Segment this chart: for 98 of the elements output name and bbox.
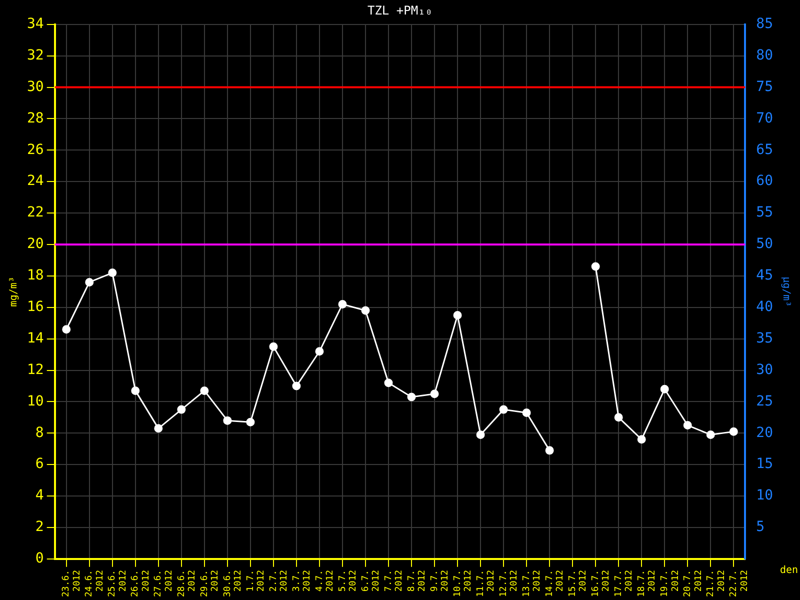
x-tick-label: 5.7. 2012 bbox=[338, 570, 359, 592]
x-tick-label: 7.7. 2012 bbox=[384, 570, 405, 592]
x-tick-label: 14.7. 2012 bbox=[544, 570, 566, 597]
y2-tick-label: 5 bbox=[756, 519, 765, 536]
point bbox=[384, 378, 393, 388]
y2-tick-label: 50 bbox=[756, 236, 773, 252]
x-tick-label: 9.7. 2012 bbox=[430, 570, 451, 592]
y-tick-label: 20 bbox=[27, 236, 44, 252]
y2-tick-label: 65 bbox=[756, 142, 773, 158]
y2-tick-label: 35 bbox=[756, 330, 773, 346]
y2-tick-label: 40 bbox=[756, 299, 773, 316]
x-tick-label: 12.7. 2012 bbox=[498, 570, 520, 597]
x-tick-label: 8.7. 2012 bbox=[406, 570, 428, 592]
y-tick-label: 2 bbox=[35, 519, 44, 536]
point bbox=[591, 262, 600, 271]
x-tick-label: 26.6. 2012 bbox=[130, 570, 152, 597]
y2-tick-label: 55 bbox=[756, 204, 773, 221]
y2-tick-label: 70 bbox=[756, 110, 773, 126]
point bbox=[430, 390, 439, 398]
x-tick-label: 19.7. 2012 bbox=[660, 570, 681, 597]
y2-tick-label: 75 bbox=[756, 78, 773, 95]
y-tick-label: 28 bbox=[27, 110, 44, 126]
point bbox=[614, 413, 623, 422]
y2-tick-label: 20 bbox=[756, 424, 773, 441]
point bbox=[545, 446, 554, 455]
x-tick-label: 24.6. 2012 bbox=[84, 570, 106, 597]
y2-tick-label: 30 bbox=[756, 362, 773, 378]
x-tick-label: 23.6. 2012 bbox=[62, 570, 83, 597]
x-tick-label: 16.7. 2012 bbox=[590, 570, 612, 597]
x-tick-label: 27.6. 2012 bbox=[154, 570, 175, 597]
x-tick-label: 18.7. 2012 bbox=[636, 570, 658, 597]
point bbox=[200, 386, 209, 395]
x-tick-label: 4.7. 2012 bbox=[314, 570, 336, 592]
point bbox=[223, 416, 232, 425]
x-tick-label: 25.6. 2012 bbox=[108, 570, 129, 597]
point bbox=[131, 386, 140, 395]
point bbox=[85, 278, 94, 286]
y-tick-label: 6 bbox=[35, 456, 44, 472]
x-tick-label: 21.7. 2012 bbox=[706, 570, 727, 597]
y-tick-label: 4 bbox=[35, 488, 44, 504]
y-tick-label: 16 bbox=[27, 299, 44, 316]
point bbox=[269, 342, 278, 351]
y2-tick-label: 10 bbox=[756, 488, 773, 504]
point bbox=[108, 268, 117, 278]
x-tick-label: 3.7. 2012 bbox=[292, 570, 313, 592]
x-tick-label: 2.7. 2012 bbox=[268, 570, 290, 592]
y2-tick-label: 80 bbox=[756, 47, 773, 64]
y-tick-label: 34 bbox=[27, 16, 44, 32]
x-tick-label: 17.7. 2012 bbox=[614, 570, 635, 597]
y-tick-label: 30 bbox=[27, 78, 44, 95]
point bbox=[637, 435, 646, 444]
x-tick-label: 11.7. 2012 bbox=[476, 570, 497, 597]
x-tick-label: 10.7. 2012 bbox=[452, 570, 474, 597]
point bbox=[476, 430, 485, 439]
y2-tick-label: 15 bbox=[756, 456, 773, 472]
point bbox=[706, 430, 715, 439]
y-axis-title: mg/m³ bbox=[8, 276, 20, 307]
x-tick-label: 28.6. 2012 bbox=[176, 570, 198, 597]
point bbox=[246, 418, 255, 426]
y2-tick-label: 60 bbox=[756, 173, 773, 190]
point bbox=[522, 408, 531, 417]
y2-tick-label: 25 bbox=[756, 393, 773, 410]
x-tick-label: 6.7. 2012 bbox=[360, 570, 382, 592]
chart-title: TZL +PM₁₀ bbox=[367, 3, 433, 18]
y-tick-label: 18 bbox=[27, 268, 44, 284]
y-tick-label: 32 bbox=[27, 47, 44, 64]
point bbox=[499, 405, 508, 414]
point bbox=[315, 347, 324, 356]
point bbox=[338, 300, 347, 308]
y-tick-label: 22 bbox=[27, 204, 44, 221]
point bbox=[154, 424, 163, 433]
x-tick-label: 15.7. 2012 bbox=[568, 570, 589, 597]
y-tick-label: 12 bbox=[27, 362, 44, 378]
point bbox=[361, 306, 370, 315]
x-tick-label: 30.6. 2012 bbox=[222, 570, 244, 597]
y-tick-label: 26 bbox=[27, 142, 44, 158]
x-tick-label: 13.7. 2012 bbox=[522, 570, 543, 597]
y-tick-label: 24 bbox=[27, 173, 44, 190]
x-tick-label: 29.6. 2012 bbox=[200, 570, 221, 597]
y-tick-label: 0 bbox=[35, 550, 44, 567]
x-tick-label: 1.7. 2012 bbox=[246, 570, 267, 592]
point bbox=[62, 325, 71, 334]
x-axis-title: den bbox=[780, 564, 798, 576]
y2-tick-label: 85 bbox=[756, 16, 773, 32]
point bbox=[683, 421, 692, 430]
y-tick-label: 14 bbox=[27, 330, 44, 346]
point bbox=[729, 427, 738, 436]
y2-tick-label: 45 bbox=[756, 268, 773, 284]
point bbox=[660, 384, 669, 394]
y2-axis-title: µg/m³ bbox=[780, 276, 792, 307]
point bbox=[407, 392, 416, 402]
y-tick-label: 8 bbox=[35, 424, 44, 441]
point bbox=[453, 310, 462, 320]
x-tick-label: 22.7. 2012 bbox=[728, 570, 750, 597]
point bbox=[177, 405, 186, 414]
y-tick-label: 10 bbox=[27, 393, 44, 410]
x-tick-label: 20.7. 2012 bbox=[682, 570, 704, 597]
point bbox=[292, 382, 301, 390]
